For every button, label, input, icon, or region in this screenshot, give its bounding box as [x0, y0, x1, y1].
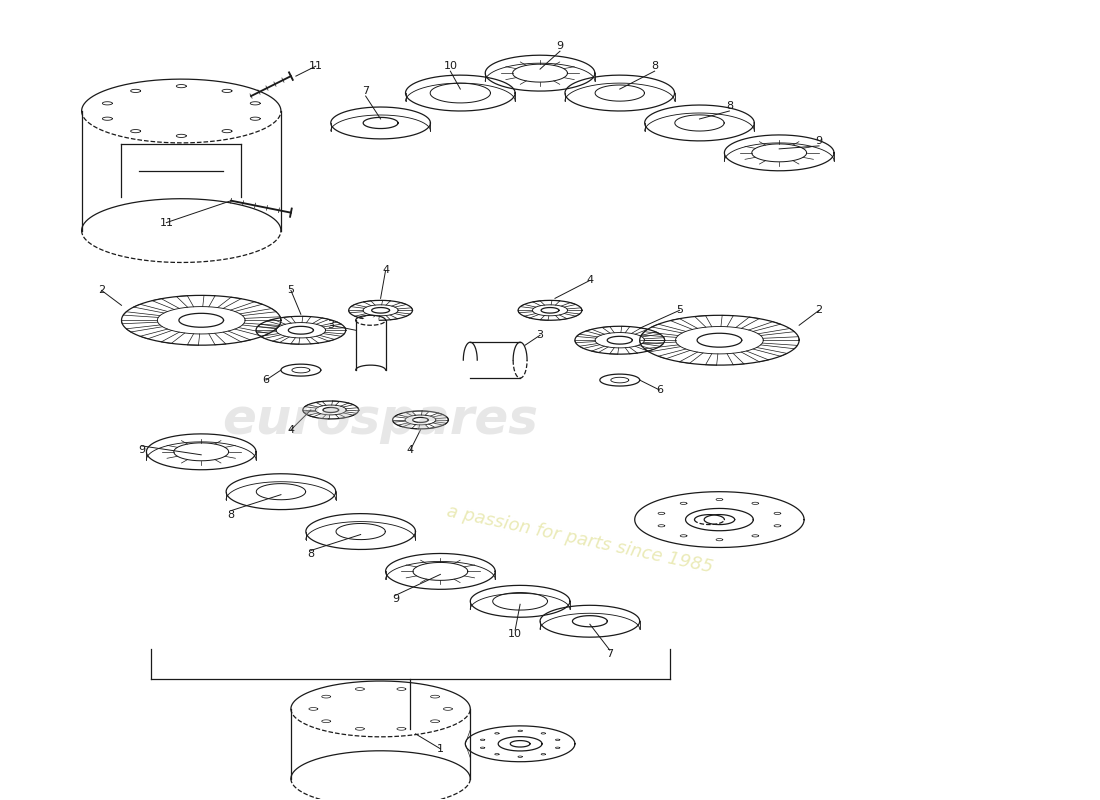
Text: 9: 9 — [138, 445, 145, 455]
Text: 4: 4 — [407, 445, 414, 455]
Text: 9: 9 — [557, 42, 563, 51]
Text: 4: 4 — [287, 425, 295, 435]
Text: 10: 10 — [443, 61, 458, 71]
Text: 10: 10 — [508, 629, 522, 639]
Text: 8: 8 — [651, 61, 658, 71]
Text: 5: 5 — [676, 306, 683, 315]
Text: 5: 5 — [287, 286, 295, 295]
Ellipse shape — [363, 318, 378, 322]
Text: 8: 8 — [307, 550, 315, 559]
Text: 4: 4 — [586, 275, 593, 286]
Text: 2: 2 — [815, 306, 823, 315]
Text: 8: 8 — [228, 510, 234, 520]
Text: 7: 7 — [606, 649, 614, 659]
Text: 4: 4 — [382, 266, 389, 275]
Text: 9: 9 — [392, 594, 399, 604]
Text: 11: 11 — [309, 61, 322, 71]
Text: 3: 3 — [537, 330, 543, 340]
Text: 6: 6 — [263, 375, 270, 385]
Text: 6: 6 — [656, 385, 663, 395]
Text: 9: 9 — [815, 136, 823, 146]
Text: 11: 11 — [160, 218, 174, 228]
Text: 2: 2 — [98, 286, 106, 295]
Text: 8: 8 — [726, 101, 733, 111]
Text: 7: 7 — [362, 86, 370, 96]
Text: a passion for parts since 1985: a passion for parts since 1985 — [446, 502, 715, 577]
Text: 1: 1 — [437, 744, 444, 754]
Text: eurospares: eurospares — [222, 396, 539, 444]
Text: 3: 3 — [328, 320, 334, 330]
